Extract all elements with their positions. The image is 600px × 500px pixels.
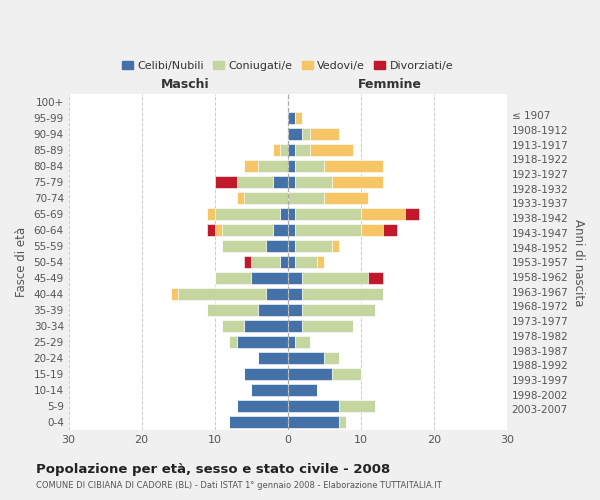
Bar [324,192,368,204]
Bar [287,416,339,428]
Bar [324,352,339,364]
Bar [215,208,280,220]
Bar [361,224,383,236]
Bar [295,176,331,188]
Bar [208,304,259,316]
Bar [302,320,353,332]
Bar [280,208,287,220]
Bar [266,288,287,300]
Bar [287,352,324,364]
Bar [302,304,376,316]
Bar [259,160,287,172]
Bar [222,224,273,236]
Bar [310,128,339,140]
Bar [287,128,302,140]
Bar [287,368,331,380]
Bar [208,224,215,236]
Bar [171,288,178,300]
Bar [339,400,376,412]
Bar [178,288,266,300]
Bar [331,240,339,252]
Bar [310,144,353,156]
Bar [244,160,259,172]
Bar [251,256,280,268]
Bar [295,208,361,220]
Bar [295,240,331,252]
Bar [295,144,310,156]
Bar [287,240,295,252]
Bar [295,160,324,172]
Bar [287,400,339,412]
Bar [251,272,287,284]
Bar [302,272,368,284]
Bar [287,224,295,236]
Bar [244,192,287,204]
Bar [273,224,287,236]
Bar [287,256,295,268]
Bar [280,256,287,268]
Y-axis label: Anni di nascita: Anni di nascita [572,218,585,306]
Bar [295,112,302,124]
Text: COMUNE DI CIBIANA DI CADORE (BL) - Dati ISTAT 1° gennaio 2008 - Elaborazione TUT: COMUNE DI CIBIANA DI CADORE (BL) - Dati … [36,480,442,490]
Bar [339,416,346,428]
Bar [287,176,295,188]
Bar [229,336,236,348]
Bar [215,272,251,284]
Bar [287,304,302,316]
Bar [215,176,236,188]
Bar [368,272,383,284]
Bar [280,144,287,156]
Bar [287,112,295,124]
Bar [302,288,383,300]
Bar [287,208,295,220]
Bar [287,160,295,172]
Bar [324,160,383,172]
Bar [236,176,273,188]
Bar [244,320,287,332]
Bar [266,240,287,252]
Bar [236,192,244,204]
Bar [295,336,310,348]
Text: Popolazione per età, sesso e stato civile - 2008: Popolazione per età, sesso e stato civil… [36,462,390,475]
Bar [215,224,222,236]
Bar [259,304,287,316]
Bar [222,240,266,252]
Bar [222,320,244,332]
Legend: Celibi/Nubili, Coniugati/e, Vedovi/e, Divorziati/e: Celibi/Nubili, Coniugati/e, Vedovi/e, Di… [118,56,458,76]
Bar [302,128,310,140]
Bar [287,144,295,156]
Bar [361,208,404,220]
Bar [273,176,287,188]
Bar [273,144,280,156]
Bar [331,368,361,380]
Bar [287,336,295,348]
Bar [236,400,287,412]
Bar [287,192,324,204]
Bar [287,384,317,396]
Bar [287,272,302,284]
Bar [287,320,302,332]
Bar [244,256,251,268]
Bar [208,208,215,220]
Bar [236,336,287,348]
Text: Maschi: Maschi [161,78,210,92]
Bar [229,416,287,428]
Bar [331,176,383,188]
Bar [404,208,419,220]
Bar [251,384,287,396]
Bar [295,224,361,236]
Bar [317,256,324,268]
Bar [287,288,302,300]
Bar [244,368,287,380]
Text: Femmine: Femmine [358,78,422,92]
Bar [383,224,397,236]
Bar [259,352,287,364]
Bar [295,256,317,268]
Y-axis label: Fasce di età: Fasce di età [15,228,28,298]
